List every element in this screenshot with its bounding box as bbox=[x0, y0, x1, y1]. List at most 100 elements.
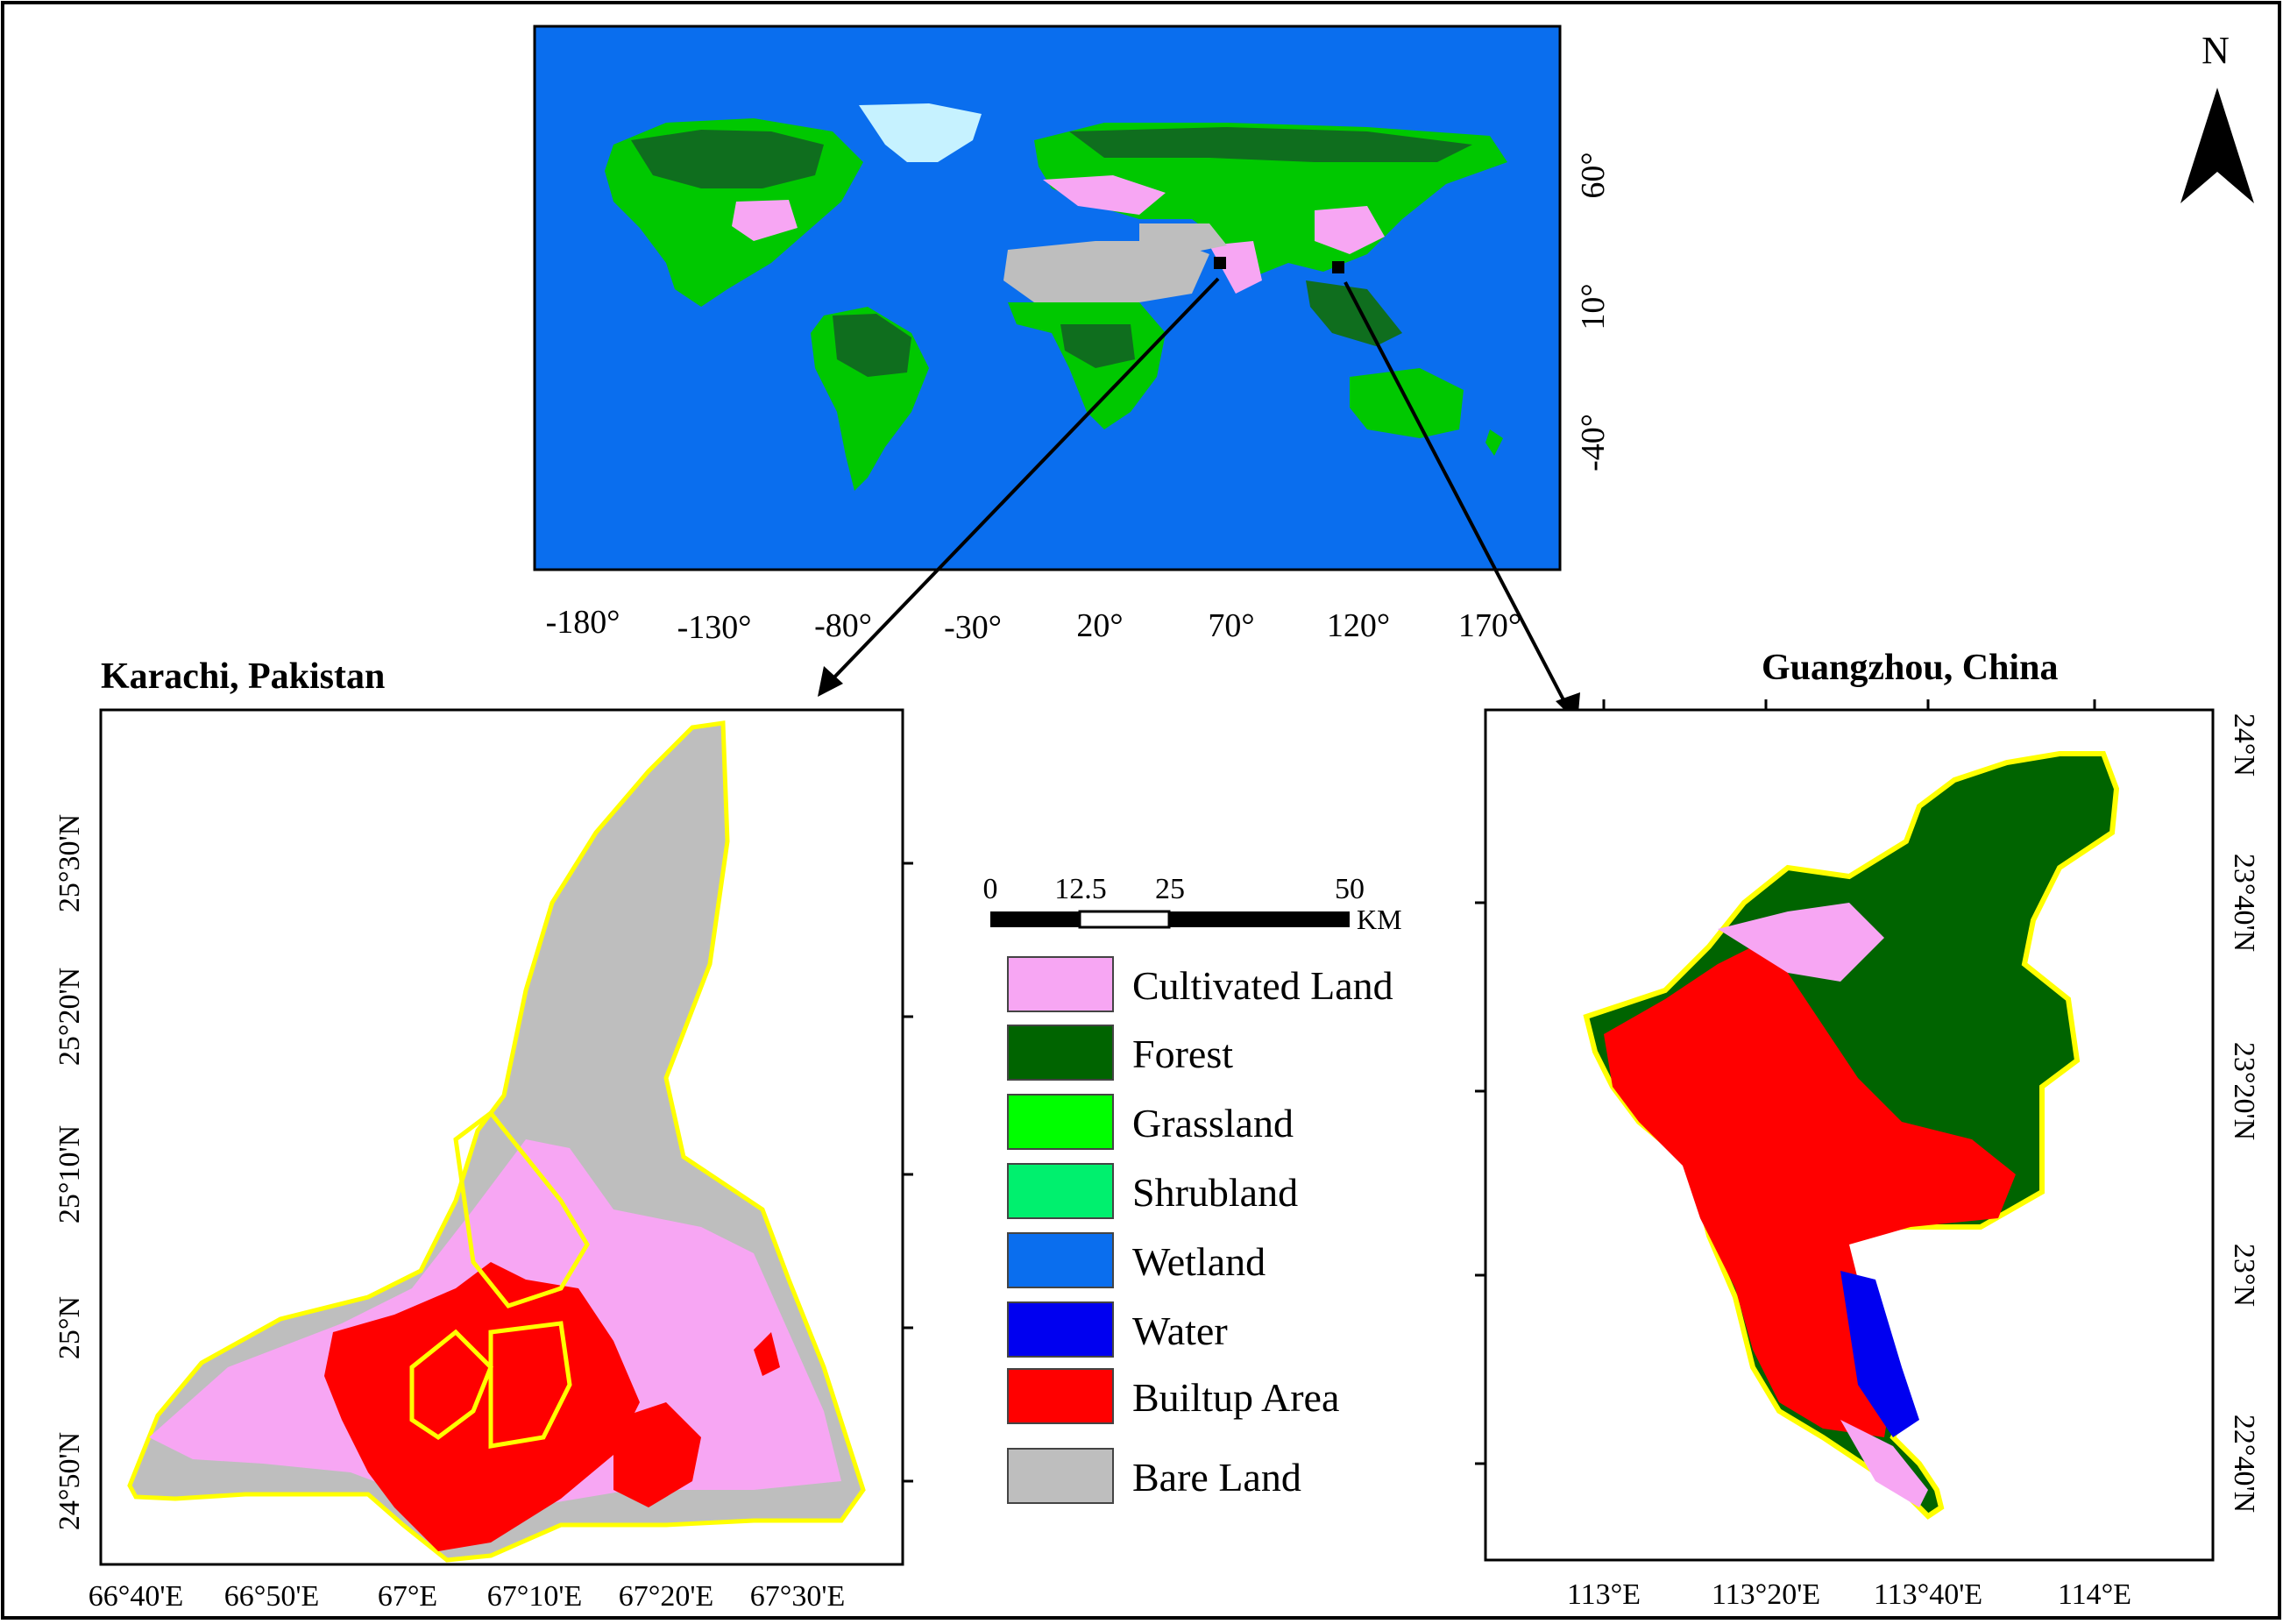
karachi-title: Karachi, Pakistan bbox=[101, 656, 385, 697]
world-lon-tick: 170° bbox=[1458, 607, 1521, 644]
guangzhou-cultivated bbox=[1718, 903, 1884, 982]
guangzhou-lat-tick: 23°40'N bbox=[2228, 854, 2260, 952]
guangzhou-water bbox=[1840, 1271, 1919, 1437]
karachi-map bbox=[127, 720, 866, 1563]
karachi-lon-tick: 67°20'E bbox=[619, 1580, 714, 1613]
world-lon-tick: -180° bbox=[546, 604, 620, 641]
africa-forest bbox=[1060, 324, 1135, 368]
world-map bbox=[533, 25, 1562, 571]
guangzhou-lat-tick: 22°40'N bbox=[2228, 1415, 2260, 1513]
karachi-builtup-east bbox=[613, 1402, 701, 1507]
central-asia-bare bbox=[1139, 223, 1227, 254]
greenland bbox=[859, 103, 982, 162]
legend: Cultivated Land Forest Grassland Shrubla… bbox=[1007, 956, 1393, 1504]
new-zealand bbox=[1485, 429, 1503, 456]
karachi-lat-tick: 25°20'N bbox=[53, 968, 86, 1066]
north-arrow-right-icon bbox=[2217, 88, 2254, 203]
world-lat-tick: 60° bbox=[1575, 152, 1612, 198]
karachi-district-line bbox=[488, 1321, 572, 1449]
legend-swatch-wetland bbox=[1007, 1232, 1114, 1288]
guangzhou-tick-marks bbox=[1475, 699, 2096, 1465]
legend-swatch-shrubland bbox=[1007, 1163, 1114, 1219]
scale-label: 12.5 bbox=[1054, 873, 1107, 905]
legend-label: Builtup Area bbox=[1132, 1375, 1339, 1420]
legend-swatch-grassland bbox=[1007, 1094, 1114, 1150]
karachi-lat-tick: 24°50'N bbox=[53, 1432, 86, 1530]
india-cultivated bbox=[1209, 241, 1262, 294]
legend-label: Grassland bbox=[1132, 1101, 1294, 1145]
legend-label: Shrubland bbox=[1132, 1170, 1298, 1215]
guangzhou-lat-tick: 24°N bbox=[2228, 713, 2260, 777]
na-forest bbox=[631, 130, 824, 188]
guangzhou-lat-tick: 23°20'N bbox=[2228, 1042, 2260, 1140]
connector-arrows bbox=[818, 277, 1580, 723]
guangzhou-lat-ticks: 24°N 23°40'N 23°20'N 23°N 22°40'N bbox=[2228, 713, 2260, 1513]
world-lon-tick: -30° bbox=[944, 609, 1002, 646]
karachi-builtup-patch bbox=[754, 1332, 780, 1376]
scale-segment bbox=[990, 911, 1080, 927]
world-lat-tick: 10° bbox=[1575, 283, 1612, 330]
karachi-lon-tick: 66°40'E bbox=[89, 1580, 184, 1613]
guangzhou-lat-tick: 23°N bbox=[2228, 1244, 2260, 1307]
karachi-connector-arrow bbox=[826, 277, 1220, 685]
karachi-lon-tick: 67°E bbox=[378, 1580, 437, 1613]
guangzhou-map bbox=[1583, 751, 2120, 1520]
karachi-lon-tick: 66°50'E bbox=[224, 1580, 320, 1613]
karachi-arrowhead-icon bbox=[818, 666, 843, 697]
world-lat-ticks: 60° 10° -40° bbox=[1575, 152, 1612, 472]
karachi-lat-ticks: 25°30'N 25°20'N 25°10'N 25°N 24°50'N bbox=[53, 814, 86, 1530]
sahara-bare bbox=[1003, 241, 1209, 307]
guangzhou-lon-ticks: 113°E 113°20'E 113°40'E 114°E bbox=[1567, 1578, 2131, 1611]
guangzhou-marker bbox=[1332, 261, 1344, 273]
legend-swatch-forest bbox=[1007, 1025, 1114, 1081]
legend-swatch-builtup bbox=[1007, 1368, 1114, 1424]
legend-label: Water bbox=[1132, 1308, 1228, 1353]
north-label: N bbox=[2201, 29, 2230, 72]
scale-label: 25 bbox=[1155, 873, 1185, 905]
world-lon-tick: 120° bbox=[1327, 607, 1390, 644]
karachi-lat-tick: 25°N bbox=[53, 1296, 86, 1359]
legend-swatch-bare bbox=[1007, 1448, 1114, 1504]
karachi-lat-tick: 25°30'N bbox=[53, 814, 86, 912]
scale-label: 0 bbox=[983, 873, 998, 905]
guangzhou-connector-arrow bbox=[1344, 281, 1570, 711]
legend-label: Wetland bbox=[1132, 1239, 1266, 1284]
karachi-district-line bbox=[409, 1329, 493, 1441]
eurasia-forest bbox=[1069, 127, 1472, 162]
karachi-marker bbox=[1214, 257, 1226, 269]
karachi-lon-tick: 67°10'E bbox=[487, 1580, 583, 1613]
guangzhou-builtup bbox=[1604, 947, 2016, 1437]
scale-segment bbox=[1078, 910, 1171, 929]
legend-label: Bare Land bbox=[1132, 1455, 1301, 1500]
guangzhou-title: Guangzhou, China bbox=[1762, 648, 2058, 688]
legend-label: Cultivated Land bbox=[1132, 963, 1393, 1008]
world-lon-ticks: -180° -130° -80° -30° 20° 70° 120° 170° bbox=[546, 604, 1522, 646]
karachi-lat-tick: 25°10'N bbox=[53, 1125, 86, 1223]
scale-segment bbox=[1169, 911, 1350, 927]
north-arrow-left-icon bbox=[2180, 88, 2217, 203]
scale-unit: KM bbox=[1357, 904, 1402, 935]
guangzhou-lon-tick: 113°40'E bbox=[1874, 1578, 1982, 1611]
guangzhou-lon-tick: 113°E bbox=[1567, 1578, 1641, 1611]
karachi-lon-ticks: 66°40'E 66°50'E 67°E 67°10'E 67°20'E 67°… bbox=[89, 1580, 846, 1613]
guangzhou-lon-tick: 113°20'E bbox=[1712, 1578, 1820, 1611]
world-lon-tick: 20° bbox=[1076, 607, 1123, 644]
world-lon-tick: 70° bbox=[1208, 607, 1254, 644]
legend-swatch-water bbox=[1007, 1301, 1114, 1358]
legend-label: Forest bbox=[1132, 1032, 1233, 1076]
world-lon-tick: -80° bbox=[814, 607, 872, 644]
karachi-lon-tick: 67°30'E bbox=[750, 1580, 846, 1613]
legend-swatch-cultivated bbox=[1007, 956, 1114, 1012]
europe-cultivated bbox=[1043, 175, 1166, 215]
world-lat-tick: -40° bbox=[1575, 414, 1612, 472]
karachi-district-line bbox=[453, 1110, 590, 1308]
china-cultivated bbox=[1315, 206, 1385, 254]
na-cultivated bbox=[732, 200, 798, 241]
north-arrow: N bbox=[2180, 29, 2254, 203]
guangzhou-lon-tick: 114°E bbox=[2058, 1578, 2131, 1611]
guangzhou-cultivated-south bbox=[1840, 1420, 1928, 1507]
southeast-asia bbox=[1306, 280, 1402, 346]
scale-label: 50 bbox=[1335, 873, 1365, 905]
